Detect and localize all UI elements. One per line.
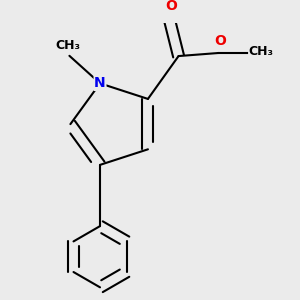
Text: CH₃: CH₃ xyxy=(56,39,80,52)
Text: N: N xyxy=(94,76,106,90)
Text: O: O xyxy=(214,34,226,48)
Text: CH₃: CH₃ xyxy=(249,45,274,58)
Text: O: O xyxy=(165,0,177,13)
